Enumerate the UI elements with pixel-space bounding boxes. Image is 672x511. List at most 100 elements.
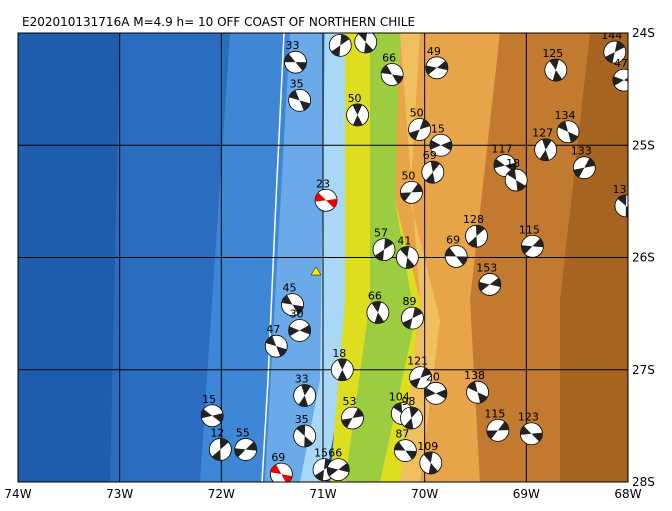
depth-label: 47 <box>614 57 628 70</box>
depth-label: 41 <box>397 235 411 248</box>
lat-tick-label: 26S <box>632 251 655 265</box>
beachball <box>200 404 224 428</box>
beachball <box>284 50 307 74</box>
depth-label: 98 <box>401 395 415 408</box>
depth-label: 117 <box>491 142 512 155</box>
beachball <box>465 224 488 248</box>
ball-quadrant <box>281 295 304 315</box>
beachball <box>341 406 364 430</box>
ball-quadrant <box>521 238 544 255</box>
ball-quadrant <box>400 246 415 269</box>
beachball <box>612 68 628 92</box>
map-title: E202010131716A M=4.9 h= 10 OFF COAST OF … <box>22 15 415 29</box>
depth-label: 144 <box>601 29 622 42</box>
beachball <box>504 168 528 192</box>
ball-quadrant <box>374 238 394 261</box>
ball-quadrant <box>298 384 311 407</box>
ball-quadrant <box>211 438 229 461</box>
ball-quadrant <box>506 169 526 191</box>
beachball <box>400 406 423 430</box>
depth-label: 50 <box>348 92 362 105</box>
beachball <box>421 160 445 184</box>
depth-label: 18 <box>332 347 346 360</box>
depth-label: 127 <box>532 127 553 140</box>
ball-quadrant <box>288 325 311 336</box>
ball-quadrant <box>201 409 224 423</box>
ball-quadrant <box>467 381 488 403</box>
depth-label: 137 <box>612 183 633 196</box>
ball-quadrant <box>394 441 417 460</box>
beachball <box>346 103 369 127</box>
ball-quadrant <box>410 367 432 388</box>
lat-tick-label: 27S <box>632 363 655 377</box>
ball-quadrant <box>549 59 563 82</box>
depth-label: 50 <box>401 169 415 182</box>
depth-label: 134 <box>555 109 576 122</box>
lat-tick-label: 25S <box>632 138 655 152</box>
depth-label: 53 <box>342 395 356 408</box>
beachball <box>409 366 433 390</box>
beachball <box>556 120 580 144</box>
beachball <box>293 424 317 448</box>
ball-quadrant <box>284 53 307 71</box>
depth-label: 123 <box>518 411 539 424</box>
beachball <box>444 244 468 268</box>
depth-label: 133 <box>571 145 592 158</box>
beachball <box>400 180 423 204</box>
depth-label: 15 <box>314 447 328 460</box>
ball-quadrant <box>494 158 516 172</box>
depth-label: 57 <box>374 227 388 240</box>
depth-label: 153 <box>476 261 497 274</box>
lat-tick-label: 28S <box>632 475 655 489</box>
beachball <box>393 439 417 462</box>
beachball <box>372 238 396 262</box>
lon-tick-label: 74W <box>4 487 31 501</box>
beachball <box>326 458 350 482</box>
ball-quadrant <box>404 407 419 430</box>
beachball <box>281 293 304 317</box>
beachball <box>425 56 449 80</box>
beachball <box>234 438 258 461</box>
beachball <box>408 118 431 141</box>
ball-quadrant <box>315 192 338 208</box>
lon-tick-label: 72W <box>208 487 235 501</box>
depth-label: 15 <box>431 122 445 135</box>
depth-label: 121 <box>407 355 428 368</box>
ball-quadrant <box>445 247 468 266</box>
ball-quadrant <box>265 335 287 357</box>
depth-label: 50 <box>410 107 424 120</box>
depth-label: 23 <box>316 177 330 190</box>
beachball <box>466 380 489 404</box>
depth-label: 109 <box>417 440 438 453</box>
depth-label: 87 <box>395 428 409 441</box>
ball-quadrant <box>425 60 448 75</box>
ball-quadrant <box>612 76 628 86</box>
lon-tick-label: 71W <box>309 487 336 501</box>
beachball <box>208 438 232 461</box>
depth-label: 69 <box>271 451 285 464</box>
beachball <box>314 188 338 212</box>
beachball <box>520 422 543 446</box>
depth-label: 66 <box>328 447 342 460</box>
ball-quadrant <box>424 387 447 399</box>
depth-label: 69 <box>446 233 460 246</box>
ball-quadrant <box>400 183 423 202</box>
beachball <box>293 384 317 407</box>
depth-label: 35 <box>295 413 309 426</box>
ball-quadrant <box>352 103 363 126</box>
ball-quadrant <box>478 277 501 292</box>
beachball <box>614 194 628 218</box>
beachball <box>395 246 419 269</box>
ball-quadrant <box>423 451 438 474</box>
lon-tick-label: 68W <box>614 487 641 501</box>
beachball <box>429 133 453 157</box>
depth-label: 89 <box>402 295 416 308</box>
ball-quadrant <box>558 121 579 143</box>
depth-label: 15 <box>202 393 216 406</box>
ball-quadrant <box>289 90 311 111</box>
beachball <box>354 33 378 54</box>
depth-label: 20 <box>426 370 440 383</box>
lon-tick-label: 69W <box>513 487 540 501</box>
beachball <box>534 138 558 162</box>
